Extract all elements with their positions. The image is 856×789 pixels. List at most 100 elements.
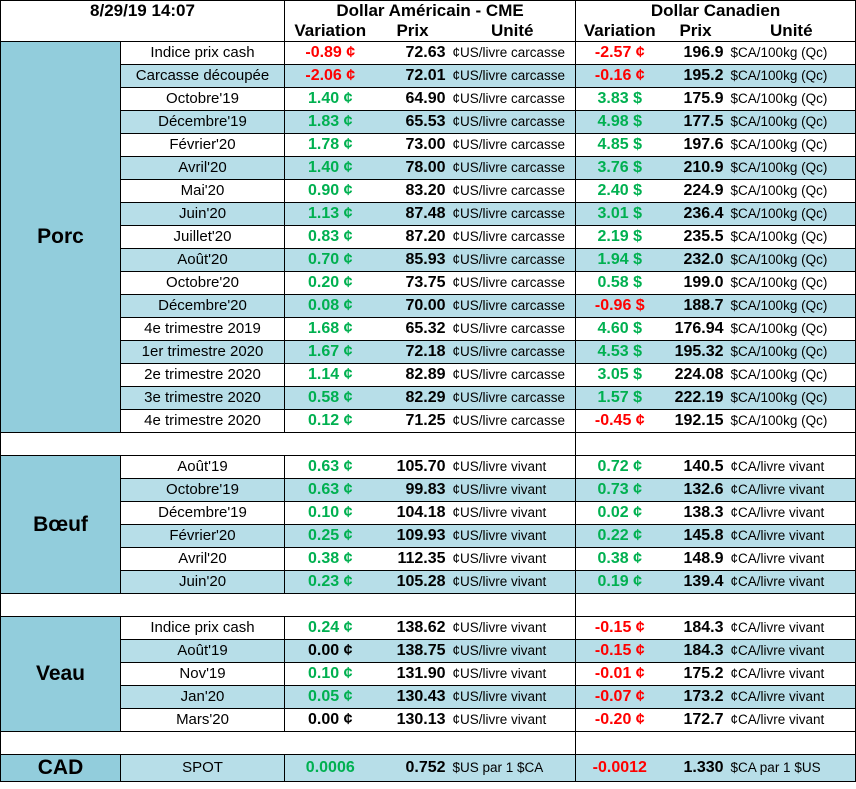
ca-variation: -0.15 ¢ xyxy=(575,616,664,640)
table-row: Octobre'19 0.63 ¢ 99.83 ¢US/livre vivant 0.7… xyxy=(1,478,856,502)
cad-us-variation: 0.0006 xyxy=(284,754,376,782)
us-price: 71.25 xyxy=(375,409,450,433)
ca-price: 148.9 xyxy=(663,547,728,571)
us-price: 64.90 xyxy=(375,87,450,111)
header-row-top: 8/29/19 14:07 Dollar Américain - CME Dol… xyxy=(0,0,856,21)
ca-variation: -0.96 $ xyxy=(575,294,664,318)
row-label: 4e trimestre 2020 xyxy=(119,409,286,433)
cad-ca-variation: -0.0012 xyxy=(575,754,664,782)
us-unit: ¢US/livre carcasse xyxy=(449,294,577,318)
ca-variation: 4.60 $ xyxy=(575,317,664,341)
us-variation: 1.13 ¢ xyxy=(284,202,376,226)
ca-price: 172.7 xyxy=(663,708,728,732)
ca-unit: $CA/100kg (Qc) xyxy=(727,64,856,88)
row-label: 1er trimestre 2020 xyxy=(119,340,286,364)
section-spacer xyxy=(0,593,856,617)
row-label: Août'19 xyxy=(119,455,286,479)
spacer-cell xyxy=(0,731,577,755)
ca-price: 188.7 xyxy=(663,294,728,318)
ca-price: 177.5 xyxy=(663,110,728,134)
ca-unit: $CA/100kg (Qc) xyxy=(727,110,856,134)
us-price: 73.75 xyxy=(375,271,450,295)
ca-unit: ¢CA/livre vivant xyxy=(727,708,856,732)
ca-variation: 3.83 $ xyxy=(575,87,664,111)
ca-unit: $CA/100kg (Qc) xyxy=(727,363,856,387)
table-row: Août'20 0.70 ¢ 85.93 ¢US/livre carcasse 1.94… xyxy=(1,248,856,272)
ca-variation: 4.98 $ xyxy=(575,110,664,134)
row-label: Juin'20 xyxy=(119,202,286,226)
us-variation: 0.83 ¢ xyxy=(284,225,376,249)
spacer-cell xyxy=(575,731,856,755)
row-label: Août'19 xyxy=(119,639,286,663)
row-label: 3e trimestre 2020 xyxy=(119,386,286,410)
us-unit: ¢US/livre carcasse xyxy=(449,248,577,272)
ca-price: 192.15 xyxy=(663,409,728,433)
ca-unit: $CA/100kg (Qc) xyxy=(727,225,856,249)
row-label: Jan'20 xyxy=(119,685,286,709)
ca-price: 197.6 xyxy=(663,133,728,157)
cad-us-unit: $US par 1 $CA xyxy=(449,754,577,782)
ca-variation: 2.40 $ xyxy=(575,179,664,203)
ca-variation: -0.07 ¢ xyxy=(575,685,664,709)
us-price: 82.89 xyxy=(375,363,450,387)
us-unit: ¢US/livre vivant xyxy=(449,708,577,732)
ca-price: 175.2 xyxy=(663,662,728,686)
us-unit: ¢US/livre carcasse xyxy=(449,64,577,88)
ca-title: Dollar Canadien xyxy=(650,1,781,20)
table-row: 4e trimestre 2019 1.68 ¢ 65.32 ¢US/livre ca… xyxy=(1,317,856,341)
row-label: 4e trimestre 2019 xyxy=(119,317,286,341)
us-price: 138.75 xyxy=(375,639,450,663)
cad-ca-unit: $CA par 1 $US xyxy=(727,754,856,782)
ca-variation: 3.01 $ xyxy=(575,202,664,226)
us-unit: ¢US/livre carcasse xyxy=(449,133,577,157)
ca-variation: 0.72 ¢ xyxy=(575,455,664,479)
us-price: 72.18 xyxy=(375,340,450,364)
spacer-cell xyxy=(0,593,577,617)
ca-variation: -0.20 ¢ xyxy=(575,708,664,732)
ca-unit: $CA/100kg (Qc) xyxy=(727,202,856,226)
us-variation: 0.20 ¢ xyxy=(284,271,376,295)
ca-variation: -0.15 ¢ xyxy=(575,639,664,663)
table-row: Août'19 0.00 ¢ 138.75 ¢US/livre vivant -0.15… xyxy=(1,639,856,663)
ca-unit: $CA/100kg (Qc) xyxy=(727,133,856,157)
ca-variation: 4.85 $ xyxy=(575,133,664,157)
us-unit: ¢US/livre carcasse xyxy=(449,225,577,249)
table-row: 3e trimestre 2020 0.58 ¢ 82.29 ¢US/livre ca… xyxy=(1,386,856,410)
us-price: 72.63 xyxy=(375,41,450,65)
ca-variation: -0.45 ¢ xyxy=(575,409,664,433)
ca-price: 176.94 xyxy=(663,317,728,341)
ca-unit: $CA/100kg (Qc) xyxy=(727,317,856,341)
ca-unit: ¢CA/livre vivant xyxy=(727,570,856,594)
us-unit: ¢US/livre vivant xyxy=(449,685,577,709)
ca-price: 184.3 xyxy=(663,616,728,640)
us-price: 112.35 xyxy=(375,547,450,571)
us-unit: ¢US/livre vivant xyxy=(449,455,577,479)
ca-unit: $CA/100kg (Qc) xyxy=(727,41,856,65)
us-unit: ¢US/livre carcasse xyxy=(449,363,577,387)
us-variation: 0.25 ¢ xyxy=(284,524,376,548)
table-row: 1er trimestre 2020 1.67 ¢ 72.18 ¢US/livre c… xyxy=(1,340,856,364)
row-label: Octobre'20 xyxy=(119,271,286,295)
ca-price: 132.6 xyxy=(663,478,728,502)
ca-unit: ¢CA/livre vivant xyxy=(727,501,856,525)
ca-price: 173.2 xyxy=(663,685,728,709)
us-variation: 0.23 ¢ xyxy=(284,570,376,594)
ca-variation: -0.16 ¢ xyxy=(575,64,664,88)
spacer-cell xyxy=(575,593,856,617)
cad-label: CAD xyxy=(0,754,121,782)
us-unit: ¢US/livre vivant xyxy=(449,524,577,548)
cad-ca-price: 1.330 xyxy=(663,754,728,782)
ca-unit: $CA/100kg (Qc) xyxy=(727,87,856,111)
header-row-columns: Variation Prix Unité Variation Prix Unit… xyxy=(0,21,856,42)
row-label: Nov'19 xyxy=(119,662,286,686)
ca-unit: $CA/100kg (Qc) xyxy=(727,156,856,180)
table-row: 2e trimestre 2020 1.14 ¢ 82.89 ¢US/livre ca… xyxy=(1,363,856,387)
ca-unit: $CA/100kg (Qc) xyxy=(727,340,856,364)
row-label: Juillet'20 xyxy=(119,225,286,249)
row-label: Indice prix cash xyxy=(119,41,286,65)
us-variation: -2.06 ¢ xyxy=(284,64,376,88)
table-row: Octobre'20 0.20 ¢ 73.75 ¢US/livre carcasse 0… xyxy=(1,271,856,295)
us-price: 65.53 xyxy=(375,110,450,134)
